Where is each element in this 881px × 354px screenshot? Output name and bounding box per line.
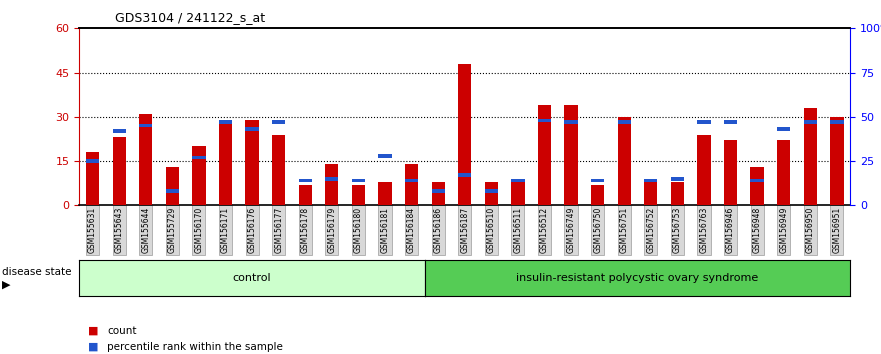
Bar [299,179,312,182]
Bar [218,120,232,124]
Text: ▶: ▶ [2,279,11,289]
Bar [325,177,338,181]
Bar [325,164,338,177]
Bar [591,185,604,205]
Text: percentile rank within the sample: percentile rank within the sample [107,342,284,352]
Bar [485,182,498,189]
Bar [803,108,817,205]
Bar [113,129,126,133]
Bar [192,146,205,205]
Bar [644,179,657,182]
Bar [830,117,843,120]
Bar [644,182,657,205]
Bar [458,64,471,205]
Bar [751,179,764,182]
Bar [724,120,737,124]
Bar [698,120,711,124]
Bar [511,179,524,182]
Bar [458,64,471,173]
Text: GDS3104 / 241122_s_at: GDS3104 / 241122_s_at [115,11,264,24]
Bar [565,105,578,120]
Bar [378,182,392,205]
Bar [751,167,764,205]
Bar [299,185,312,205]
Bar [458,173,471,177]
Bar [139,124,152,127]
Bar [777,141,790,205]
Bar [218,120,232,205]
Bar [405,179,418,182]
Bar [485,182,498,205]
Bar [405,164,418,205]
Bar [432,182,445,205]
Bar [139,114,152,124]
Bar [352,179,365,182]
Bar [803,108,817,120]
Bar [777,127,790,131]
Bar [139,114,152,205]
Bar [537,105,552,119]
Bar [670,177,684,181]
Bar [113,137,126,205]
Bar [537,105,552,205]
Bar [192,156,205,159]
Text: ■: ■ [88,342,99,352]
Bar [246,120,259,205]
Bar [325,164,338,205]
Bar [830,117,843,205]
Bar [670,182,684,205]
Bar [618,117,631,205]
Text: disease state: disease state [2,267,71,276]
Bar [432,189,445,193]
Bar [166,189,179,193]
Bar [618,117,631,120]
Text: control: control [233,273,271,283]
Bar [830,120,843,124]
Bar [698,135,711,205]
Bar [618,120,631,124]
Bar [352,185,365,205]
Bar [246,120,259,127]
Bar [272,120,285,124]
Bar [272,135,285,205]
Bar [86,152,100,159]
Bar [485,189,498,193]
Bar [166,167,179,205]
Text: insulin-resistant polycystic ovary syndrome: insulin-resistant polycystic ovary syndr… [516,273,759,283]
Bar [565,105,578,205]
Bar [86,159,100,163]
Bar [405,164,418,179]
Bar [378,154,392,158]
Text: ■: ■ [88,326,99,336]
Bar [86,152,100,205]
Bar [565,120,578,124]
Text: count: count [107,326,137,336]
Bar [511,179,524,205]
Bar [432,182,445,189]
Bar [166,167,179,189]
Bar [751,167,764,179]
Bar [192,146,205,156]
Bar [537,119,552,122]
Bar [591,179,604,182]
Bar [246,127,259,131]
Bar [724,141,737,205]
Bar [803,120,817,124]
